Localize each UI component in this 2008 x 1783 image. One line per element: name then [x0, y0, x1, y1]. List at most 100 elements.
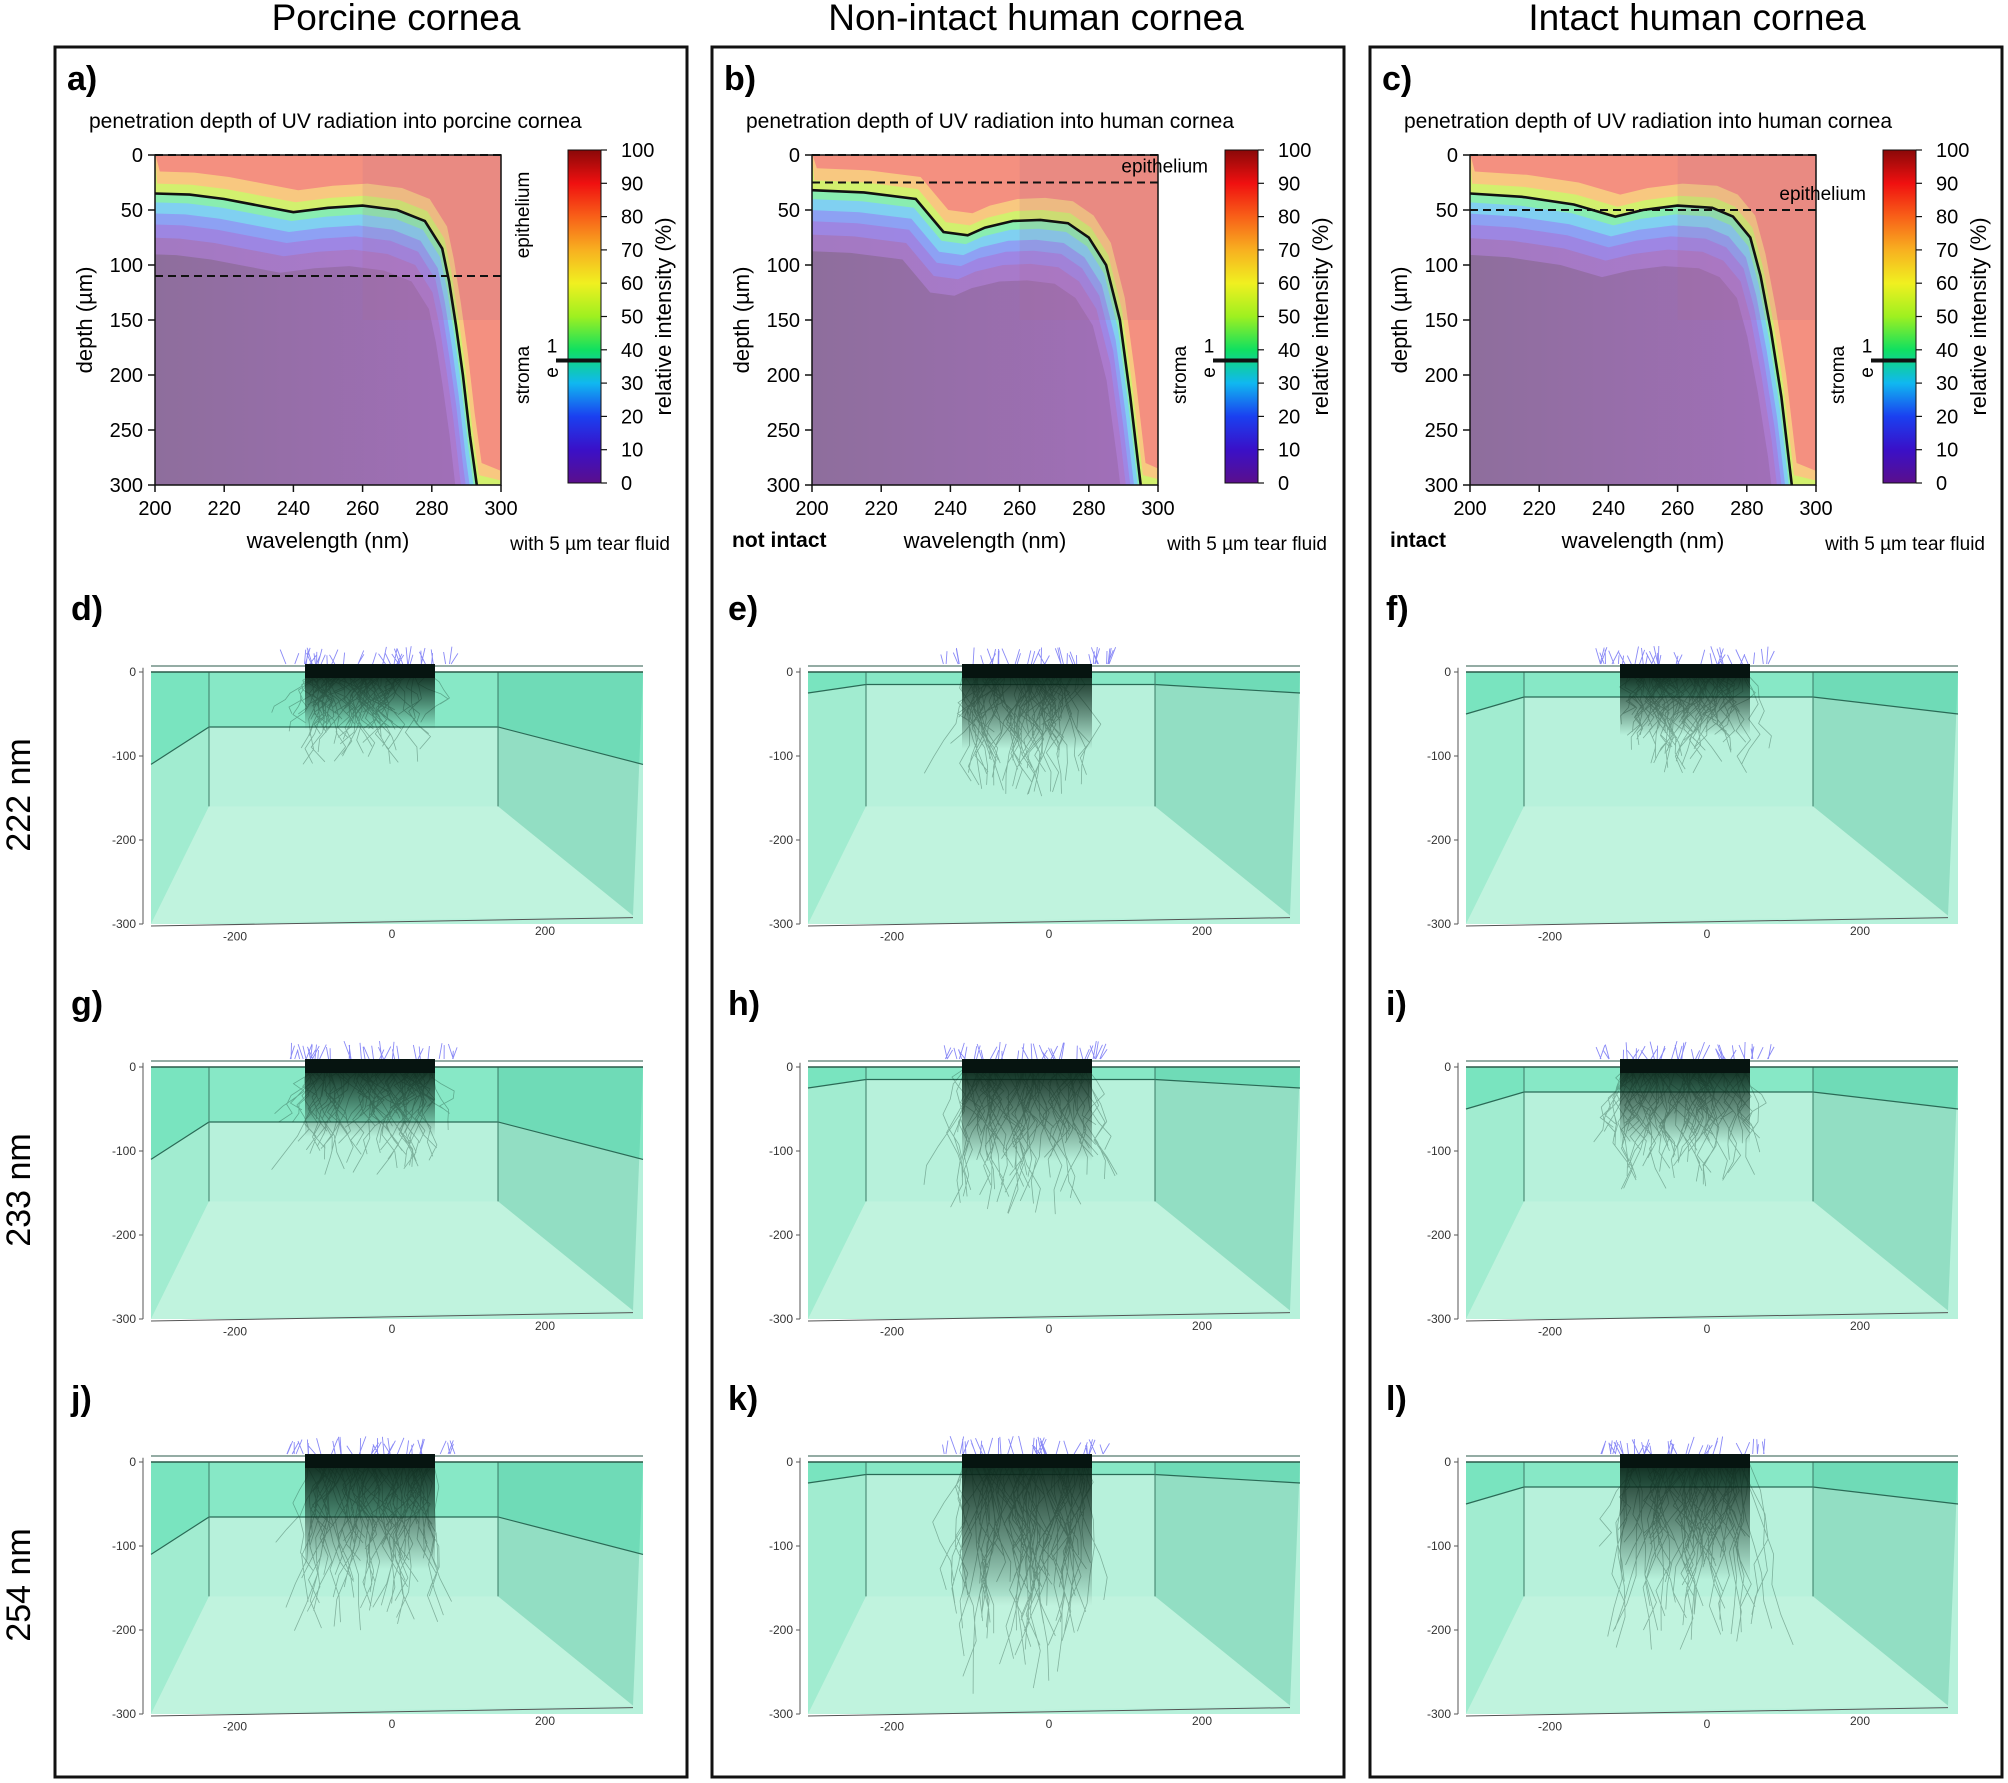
e-inverse-contour-line — [155, 192, 479, 485]
incident-rays — [943, 1041, 1108, 1060]
heatmap-plots: a) penetration depth of UV radiation into… — [67, 60, 1991, 555]
contour-band — [812, 155, 1158, 469]
x-tick-label: 0 — [1046, 1717, 1053, 1731]
y-tick-label: 250 — [110, 420, 143, 442]
x-tick-label: 200 — [1453, 498, 1486, 520]
y-tick-label: 300 — [1425, 475, 1458, 497]
x-axis-label: wavelength (nm) — [246, 528, 410, 553]
x-tick-label: 260 — [1003, 498, 1036, 520]
x-tick-label: 280 — [415, 498, 448, 520]
stroma-label: stroma — [1828, 346, 1849, 405]
colorbar-tick-label: 30 — [1936, 373, 1958, 395]
z-tick-label: -100 — [112, 1539, 136, 1553]
x-axis — [807, 917, 1291, 927]
x-axis — [150, 1707, 634, 1717]
beam-aperture — [305, 664, 435, 678]
y-tick-label: 200 — [110, 365, 143, 387]
x-tick-label: 300 — [1799, 498, 1832, 520]
x-tick-label: 200 — [1192, 1319, 1212, 1333]
colorbar-tick-label: 70 — [1936, 240, 1958, 262]
y-tick-label: 0 — [132, 145, 143, 167]
stroma-label: stroma — [1170, 346, 1191, 405]
simulation-panels: d) 0 -100 -200 -300 -200 0 200 g) 0 -100 -200 -300 -2… — [70, 590, 1959, 1734]
x-tick-label: 260 — [346, 498, 379, 520]
colorbar-tick-label: 90 — [621, 173, 643, 195]
z-tick-label: 0 — [129, 1455, 136, 1469]
z-tick-label: -300 — [769, 1707, 793, 1721]
colorbar-tick-label: 30 — [621, 373, 643, 395]
colorbar-tick-label: 100 — [621, 140, 654, 162]
x-tick-label: 0 — [1704, 1717, 1711, 1731]
colorbar-tick-label: 20 — [621, 406, 643, 428]
colorbar-tick-label: 40 — [1936, 340, 1958, 362]
colorbar-tick-label: 70 — [1278, 240, 1300, 262]
beam-aperture — [1620, 664, 1750, 678]
y-axis-label: depth (µm) — [1387, 267, 1412, 374]
volume-floor — [1466, 1201, 1948, 1319]
plot-area — [155, 155, 501, 485]
column-frame-intact — [1368, 45, 2004, 1779]
simulation-panel: f) 0 -100 -200 -300 -200 0 200 — [1386, 590, 1959, 944]
colorbar — [1224, 149, 1259, 484]
footnote-tear-fluid: with 5 µm tear fluid — [1166, 534, 1327, 555]
panel-label: k) — [728, 1380, 758, 1418]
beam-aperture — [1620, 1454, 1750, 1468]
colorbar — [567, 149, 602, 484]
incident-rays — [942, 1435, 1110, 1455]
x-tick-label: 220 — [865, 498, 898, 520]
footnote-tear-fluid: with 5 µm tear fluid — [1824, 534, 1985, 555]
volume-floor — [808, 806, 1290, 924]
volume-right-side — [498, 672, 643, 916]
y-tick-label: 250 — [767, 420, 800, 442]
volume-floor — [151, 806, 633, 924]
colorbar-tick-label: 0 — [1936, 473, 1947, 495]
plot-title: penetration depth of UV radiation into h… — [746, 110, 1234, 133]
beam-volume — [1620, 673, 1750, 736]
y-tick-label: 300 — [767, 475, 800, 497]
volume-right-side — [1155, 1462, 1300, 1706]
colorbar-label: relative intensity (%) — [651, 217, 676, 415]
z-tick-label: 0 — [786, 1060, 793, 1074]
x-tick-label: 200 — [535, 1319, 555, 1333]
z-tick-label: -200 — [112, 1623, 136, 1637]
volume-right-side — [1813, 1462, 1958, 1706]
y-tick-label: 300 — [110, 475, 143, 497]
x-tick-label: 200 — [1850, 924, 1870, 938]
x-axis — [807, 1312, 1291, 1322]
x-tick-label: 220 — [208, 498, 241, 520]
panel-label: b) — [724, 60, 756, 98]
volume-left-side — [808, 1067, 866, 1319]
beam-volume — [305, 673, 435, 730]
panel-label: i) — [1386, 985, 1407, 1023]
x-tick-label: 200 — [1192, 924, 1212, 938]
incident-rays — [1595, 1040, 1775, 1060]
x-tick-label: 200 — [535, 924, 555, 938]
beam-aperture — [305, 1454, 435, 1468]
x-tick-label: 220 — [1523, 498, 1556, 520]
colorbar-tick-label: 20 — [1278, 406, 1300, 428]
colorbar-tick-label: 100 — [1936, 140, 1969, 162]
z-tick-label: -100 — [769, 1144, 793, 1158]
y-tick-label: 0 — [1447, 145, 1458, 167]
y-tick-label: 250 — [1425, 420, 1458, 442]
incident-rays — [940, 646, 1117, 665]
plot-2: c) penetration depth of UV radiation into… — [1382, 60, 1991, 555]
x-tick-label: 0 — [1704, 1322, 1711, 1336]
colorbar-tick-label: 80 — [1936, 207, 1958, 229]
y-tick-label: 50 — [778, 200, 800, 222]
panel-label: a) — [67, 60, 97, 98]
shading — [1677, 155, 1816, 320]
z-tick-label: -200 — [112, 833, 136, 847]
z-tick-label: -300 — [1427, 917, 1451, 931]
x-axis-label: wavelength (nm) — [1561, 528, 1725, 553]
x-tick-label: -200 — [223, 930, 247, 944]
footnote-tear-fluid: with 5 µm tear fluid — [509, 534, 670, 555]
z-tick-label: -300 — [769, 917, 793, 931]
x-tick-label: 0 — [1046, 1322, 1053, 1336]
beam-aperture — [962, 1454, 1092, 1468]
z-tick-label: -300 — [112, 917, 136, 931]
x-axis — [150, 1312, 634, 1322]
y-tick-label: 100 — [1425, 255, 1458, 277]
volume-right-side — [1155, 672, 1300, 916]
simulation-panel: h) 0 -100 -200 -300 -200 0 200 — [728, 985, 1301, 1339]
